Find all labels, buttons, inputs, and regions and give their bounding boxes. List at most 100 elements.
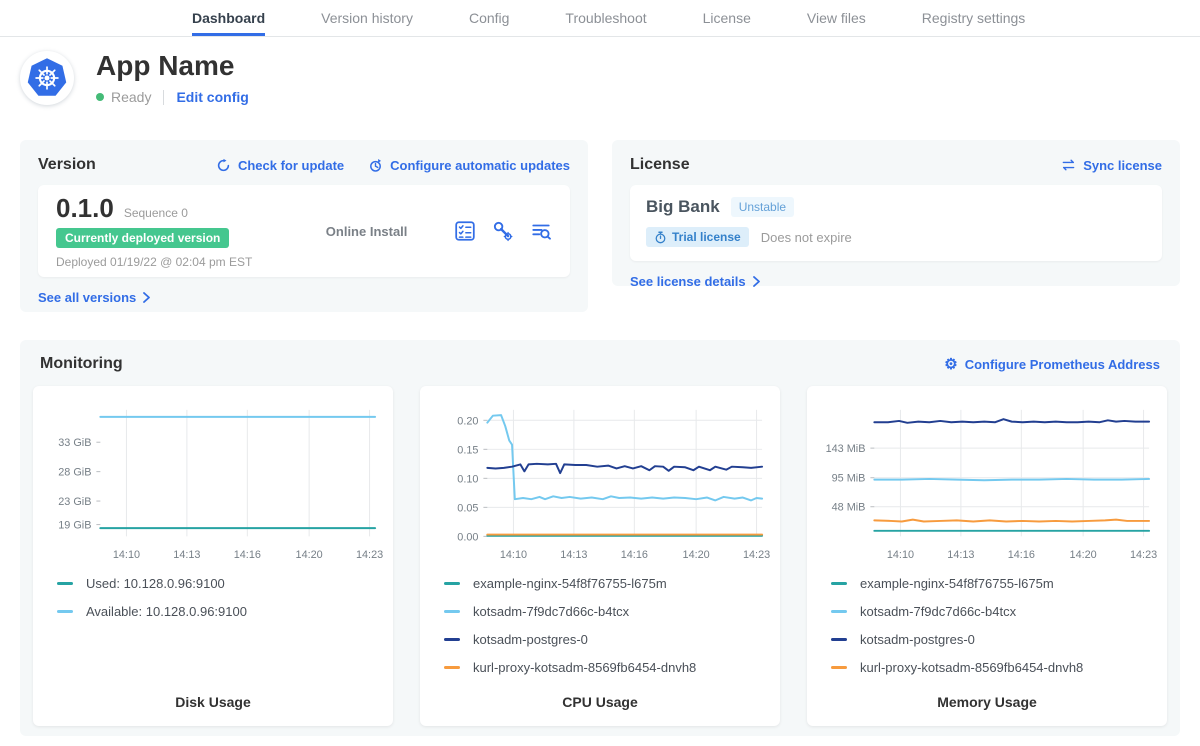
tab-view-files[interactable]: View files (807, 0, 866, 36)
refresh-icon (216, 158, 231, 173)
svg-text:14:10: 14:10 (887, 549, 914, 561)
view-logs-icon[interactable] (530, 220, 552, 242)
legend-label: kotsadm-postgres-0 (860, 632, 975, 647)
sync-license-button[interactable]: Sync license (1061, 158, 1162, 173)
configure-prometheus-button[interactable]: ⚙ Configure Prometheus Address (944, 357, 1160, 372)
svg-text:14:20: 14:20 (683, 549, 710, 561)
status-dot (96, 93, 104, 101)
channel-badge: Unstable (731, 197, 794, 217)
deployed-status-badge: Currently deployed version (56, 228, 229, 248)
svg-text:48 MiB: 48 MiB (832, 502, 866, 514)
svg-text:95 MiB: 95 MiB (832, 473, 866, 485)
legend-swatch-icon (57, 610, 73, 613)
page-title: App Name (96, 51, 249, 81)
svg-text:0.10: 0.10 (457, 473, 478, 485)
legend-item: Used: 10.128.0.96:9100 (57, 576, 383, 591)
legend-item: kurl-proxy-kotsadm-8569fb6454-dnvh8 (831, 660, 1157, 675)
license-details-card: Big Bank Unstable Trial license Does not… (630, 185, 1162, 261)
install-type-label: Online Install (279, 224, 454, 239)
license-type-badge: Trial license (646, 227, 749, 247)
tab-registry-settings[interactable]: Registry settings (922, 0, 1025, 36)
preflight-checks-icon[interactable] (454, 220, 476, 242)
see-all-versions-link[interactable]: See all versions (38, 290, 150, 305)
tab-version-history[interactable]: Version history (321, 0, 413, 36)
legend-item: kotsadm-postgres-0 (444, 632, 770, 647)
memory-usage-chart: 14:10 14:13 14:16 14:20 14:23 143 MiB 95 MiB 48… (817, 398, 1157, 566)
legend-swatch-icon (444, 582, 460, 585)
tab-troubleshoot[interactable]: Troubleshoot (565, 0, 646, 36)
charts-row: 14:1014:1314:1614:2014:2333 GiB28 GiB23 … (32, 386, 1168, 726)
tab-dashboard[interactable]: Dashboard (192, 0, 265, 36)
legend-swatch-icon (444, 610, 460, 613)
svg-text:14:16: 14:16 (621, 549, 648, 561)
clock-refresh-icon (368, 158, 383, 173)
svg-text:0.15: 0.15 (457, 444, 478, 456)
legend-label: Available: 10.128.0.96:9100 (86, 604, 247, 619)
legend-item: kotsadm-postgres-0 (831, 632, 1157, 647)
cpu-usage-chart-card: 14:1014:1314:1614:2014:230.200.150.100.0… (420, 386, 780, 726)
legend-item: kotsadm-7f9dc7d66c-b4tcx (444, 604, 770, 619)
svg-text:14:13: 14:13 (947, 549, 974, 561)
svg-text:14:10: 14:10 (113, 549, 140, 561)
legend-label: kotsadm-postgres-0 (473, 632, 588, 647)
license-card: License Sync license Big Bank Unstable (612, 140, 1180, 286)
svg-text:14:20: 14:20 (1070, 549, 1097, 561)
monitoring-section: Monitoring ⚙ Configure Prometheus Addres… (20, 340, 1180, 736)
svg-text:14:16: 14:16 (1008, 549, 1035, 561)
svg-text:14:23: 14:23 (1130, 549, 1157, 561)
app-header: App Name Ready Edit config (20, 51, 1200, 105)
edit-config-icon[interactable] (492, 220, 514, 242)
disk-usage-chart: 14:1014:1314:1614:2014:2333 GiB28 GiB23 … (43, 398, 383, 566)
see-license-details-link[interactable]: See license details (630, 274, 760, 289)
deployed-timestamp: Deployed 01/19/22 @ 02:04 pm EST (56, 255, 279, 269)
configure-automatic-updates-button[interactable]: Configure automatic updates (368, 158, 570, 173)
svg-text:0.00: 0.00 (457, 531, 478, 543)
svg-text:19 GiB: 19 GiB (58, 520, 91, 532)
legend-label: example-nginx-54f8f76755-l675m (860, 576, 1054, 591)
license-expiry: Does not expire (761, 230, 852, 245)
svg-text:143 MiB: 143 MiB (826, 443, 866, 455)
svg-text:0.05: 0.05 (457, 502, 478, 514)
svg-text:14:23: 14:23 (743, 549, 770, 561)
divider (163, 90, 164, 105)
kubernetes-logo-icon (20, 51, 74, 105)
tab-config[interactable]: Config (469, 0, 509, 36)
legend-label: kurl-proxy-kotsadm-8569fb6454-dnvh8 (473, 660, 696, 675)
svg-text:14:23: 14:23 (356, 549, 383, 561)
version-card-title: Version (38, 156, 96, 174)
svg-text:33 GiB: 33 GiB (58, 437, 91, 449)
monitoring-title: Monitoring (40, 355, 123, 373)
svg-text:0.20: 0.20 (457, 415, 478, 427)
svg-text:14:20: 14:20 (296, 549, 323, 561)
disk-usage-chart-card: 14:1014:1314:1614:2014:2333 GiB28 GiB23 … (33, 386, 393, 726)
memory-usage-chart-card: 14:10 14:13 14:16 14:20 14:23 143 MiB 95 MiB 48… (807, 386, 1167, 726)
legend-swatch-icon (444, 666, 460, 669)
svg-text:14:13: 14:13 (560, 549, 587, 561)
chevron-right-icon (143, 292, 150, 303)
sync-icon (1061, 158, 1076, 172)
status-text: Ready (111, 89, 151, 105)
check-for-update-button[interactable]: Check for update (216, 158, 344, 173)
legend-swatch-icon (444, 638, 460, 641)
memory-usage-legend: example-nginx-54f8f76755-l675mkotsadm-7f… (817, 576, 1157, 688)
chart-title: Memory Usage (817, 694, 1157, 714)
top-nav: Dashboard Version history Config Trouble… (0, 0, 1200, 37)
legend-swatch-icon (831, 610, 847, 613)
legend-label: Used: 10.128.0.96:9100 (86, 576, 225, 591)
svg-text:14:13: 14:13 (173, 549, 200, 561)
legend-label: kurl-proxy-kotsadm-8569fb6454-dnvh8 (860, 660, 1083, 675)
legend-swatch-icon (831, 666, 847, 669)
disk-usage-legend: Used: 10.128.0.96:9100 Available: 10.128.… (43, 576, 383, 632)
gear-icon: ⚙ (944, 357, 957, 372)
version-sequence: Sequence 0 (124, 206, 188, 220)
chart-title: Disk Usage (43, 694, 383, 714)
svg-text:28 GiB: 28 GiB (58, 467, 91, 479)
legend-item: kurl-proxy-kotsadm-8569fb6454-dnvh8 (444, 660, 770, 675)
version-card: Version Check for update Configure autom… (20, 140, 588, 312)
edit-config-link[interactable]: Edit config (176, 89, 248, 105)
legend-item: example-nginx-54f8f76755-l675m (831, 576, 1157, 591)
legend-swatch-icon (57, 582, 73, 585)
tab-license[interactable]: License (703, 0, 751, 36)
legend-label: example-nginx-54f8f76755-l675m (473, 576, 667, 591)
legend-swatch-icon (831, 638, 847, 641)
